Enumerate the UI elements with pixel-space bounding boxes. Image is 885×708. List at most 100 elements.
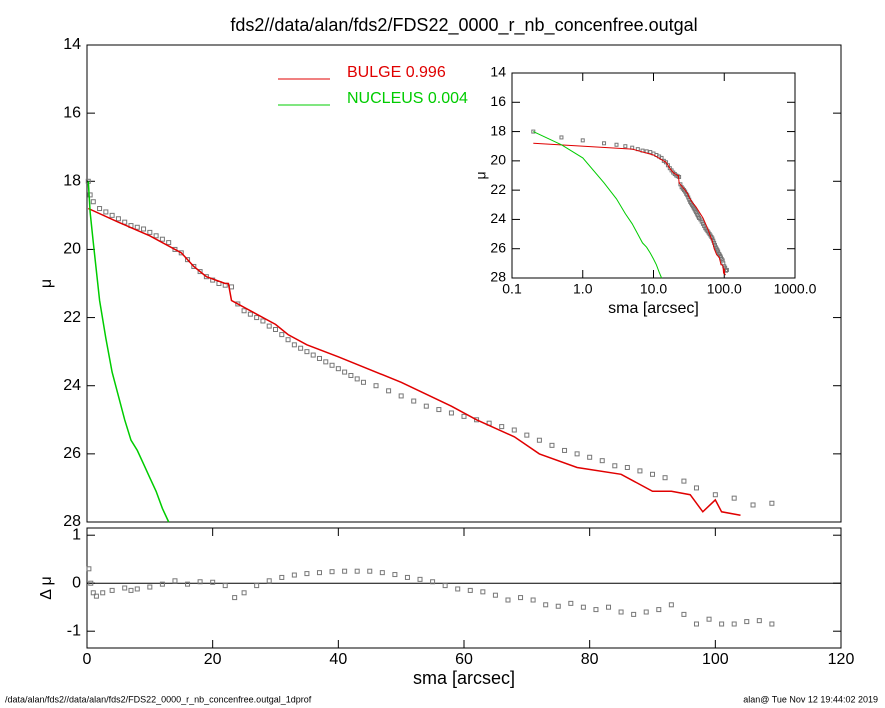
y-tick-label: 24 xyxy=(63,377,81,394)
data-point xyxy=(159,236,165,242)
x-tick-label: 100 xyxy=(702,651,729,668)
data-point xyxy=(134,224,140,230)
residual-point xyxy=(329,569,335,575)
residual-point xyxy=(291,572,297,578)
y-tick-label: 26 xyxy=(63,445,81,462)
data-point xyxy=(599,458,605,464)
data-point xyxy=(178,250,184,256)
residual-point xyxy=(467,587,473,593)
residual-point xyxy=(518,595,524,601)
x-tick-label: 1.0 xyxy=(573,281,593,297)
data-point xyxy=(474,417,480,423)
residual-point xyxy=(530,597,536,603)
data-point xyxy=(90,199,96,205)
residual-point xyxy=(442,583,448,589)
data-point xyxy=(562,447,568,453)
data-point xyxy=(602,141,607,146)
residual-point xyxy=(681,611,687,617)
data-point xyxy=(712,492,718,498)
data-point xyxy=(693,485,699,491)
data-point xyxy=(141,226,147,232)
y-tick-label: 18 xyxy=(490,122,506,138)
residual-point xyxy=(88,580,94,586)
data-point xyxy=(185,257,191,263)
data-point xyxy=(411,398,417,404)
data-point xyxy=(260,318,266,324)
x-tick-label: 10.0 xyxy=(640,281,667,297)
data-point xyxy=(153,233,159,239)
data-point xyxy=(310,352,316,358)
data-point xyxy=(285,337,291,343)
data-point xyxy=(587,454,593,460)
y-tick-label: 16 xyxy=(63,104,81,121)
data-point xyxy=(348,372,354,378)
residual-point xyxy=(430,579,436,585)
data-point xyxy=(398,393,404,399)
x-tick-label: 120 xyxy=(828,651,855,668)
residual-point xyxy=(222,583,228,589)
x-tick-label: 60 xyxy=(455,651,473,668)
residual-point xyxy=(392,572,398,578)
residual-point xyxy=(304,571,310,577)
residual-point xyxy=(643,609,649,615)
residual-point xyxy=(744,619,750,625)
data-point xyxy=(97,206,103,212)
data-point xyxy=(316,355,322,361)
data-point xyxy=(342,369,348,375)
profile-line xyxy=(533,131,663,279)
data-point xyxy=(386,388,392,394)
data-point xyxy=(304,349,310,355)
data-point xyxy=(279,332,285,338)
data-point xyxy=(197,269,203,275)
y-tick-label: -1 xyxy=(67,622,81,639)
data-point xyxy=(650,471,655,477)
data-point xyxy=(681,478,687,484)
data-point xyxy=(614,142,619,147)
data-point xyxy=(724,267,729,272)
residual-point xyxy=(279,574,285,580)
y-tick-label: 0 xyxy=(72,574,81,591)
data-point xyxy=(524,432,530,438)
x-tick-label: 0 xyxy=(83,651,92,668)
data-point xyxy=(499,424,505,430)
residual-point xyxy=(172,578,178,584)
x-tick-label: 100.0 xyxy=(707,281,742,297)
residual-point xyxy=(719,621,725,627)
residual-point xyxy=(555,603,561,609)
x-axis-label: sma [arcsec] xyxy=(413,668,515,688)
data-point xyxy=(191,263,197,269)
x-tick-label: 40 xyxy=(329,651,347,668)
residual-point xyxy=(706,616,712,622)
plot-frame xyxy=(86,527,842,649)
data-point xyxy=(559,135,564,140)
x-tick-label: 0.1 xyxy=(502,281,522,297)
data-point xyxy=(172,246,178,252)
data-point xyxy=(266,323,272,329)
residual-point xyxy=(593,607,599,613)
chart-title: fds2//data/alan/fds2/FDS22_0000_r_nb_con… xyxy=(230,15,697,36)
data-point xyxy=(448,410,454,416)
residual-point xyxy=(568,600,574,606)
residual-point xyxy=(159,581,165,587)
y-tick-label: 26 xyxy=(490,239,506,255)
residual-point xyxy=(254,583,260,589)
footer-right: alan@ Tue Nov 12 19:44:02 2019 xyxy=(743,694,878,704)
data-point xyxy=(241,308,247,314)
y-tick-label: 14 xyxy=(490,64,506,80)
residual-point xyxy=(241,590,247,596)
residual-point xyxy=(109,587,115,593)
profile-line xyxy=(87,207,741,516)
data-point xyxy=(624,464,630,470)
y-tick-label: 18 xyxy=(63,173,81,190)
residual-point xyxy=(631,611,637,617)
data-point xyxy=(109,212,115,218)
residual-point xyxy=(580,604,586,610)
y-axis-label: μ xyxy=(38,279,55,288)
data-point xyxy=(335,366,341,372)
residual-point xyxy=(232,595,238,601)
plot-frame xyxy=(86,44,842,523)
residual-point xyxy=(404,574,410,580)
residual-point xyxy=(197,579,203,585)
residual-point xyxy=(668,602,674,608)
